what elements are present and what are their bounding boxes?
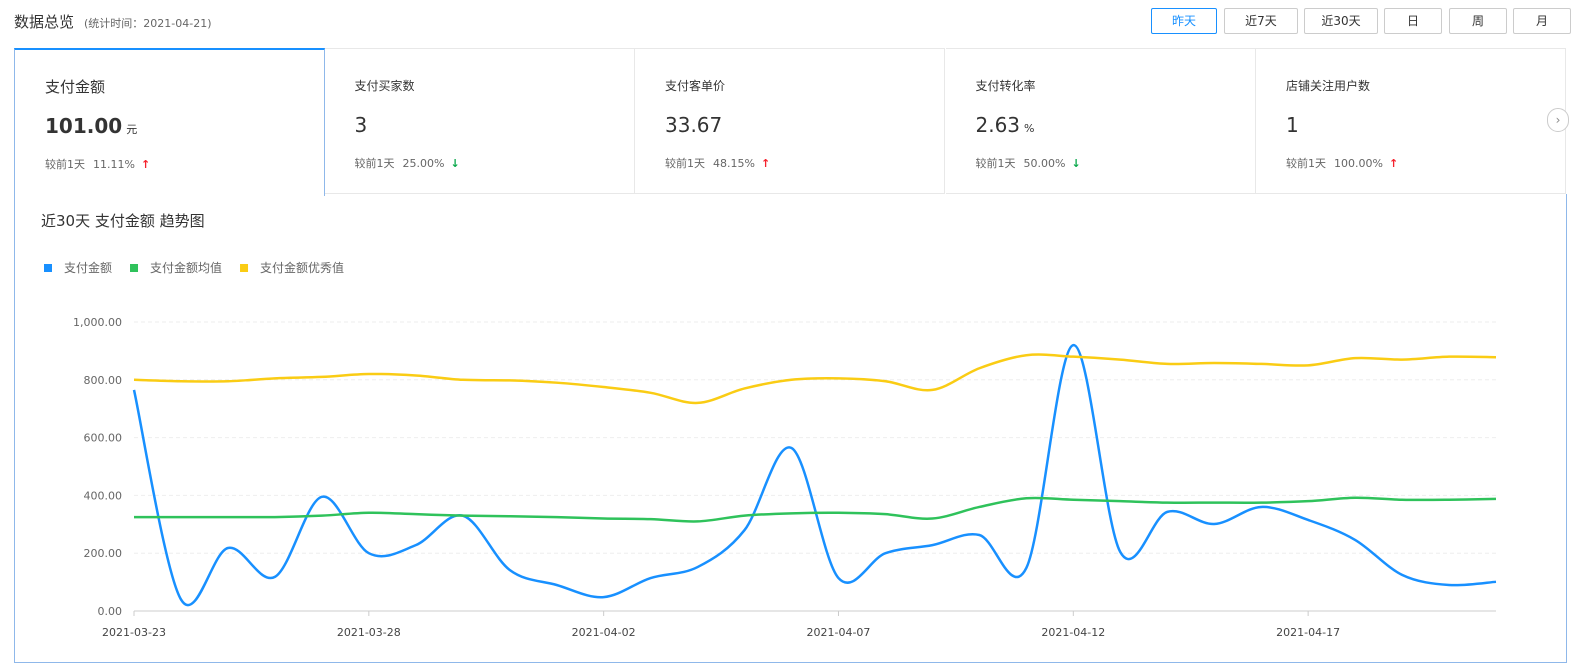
legend-swatch [44, 264, 52, 272]
x-tick-label: 2021-04-07 [807, 626, 871, 639]
metric-value: 2.63% [976, 113, 1035, 137]
legend-swatch [130, 264, 139, 272]
legend-swatch [240, 264, 249, 272]
next-button[interactable]: › [1547, 108, 1569, 132]
metric-compare: 较前1天 25.00% ↓ [355, 155, 460, 171]
metric-compare: 较前1天 50.00% ↓ [976, 155, 1081, 171]
x-tick-label: 2021-04-17 [1276, 626, 1340, 639]
legend-label: 支付金额均值 [150, 260, 222, 275]
metric-label: 支付转化率 [975, 79, 1036, 93]
x-tick-label: 2021-04-12 [1041, 626, 1105, 639]
trend-arrow: ↓ [1071, 157, 1081, 170]
x-tick-label: 2021-03-23 [102, 626, 166, 639]
page-title: 数据总览 [14, 13, 75, 31]
y-tick-label: 400.00 [84, 489, 123, 502]
metric-unit: % [1024, 122, 1035, 135]
metric-card[interactable]: 支付买家数 3 较前1天 25.00% ↓ [324, 48, 635, 194]
x-tick-label: 2021-04-02 [572, 626, 636, 639]
series-line [133, 353, 1497, 405]
chart-panel [14, 194, 1567, 663]
metric-label: 店铺关注用户数 [1286, 79, 1371, 93]
metric-label: 支付买家数 [354, 79, 415, 93]
chart-title: 近30天 支付金额 趋势图 [41, 212, 205, 230]
metric-card[interactable]: 支付客单价 33.67 较前1天 48.15% ↑ [635, 48, 945, 194]
series-line [132, 343, 1497, 607]
y-tick-label: 1,000.00 [73, 316, 122, 329]
metric-value: 33.67 [665, 113, 722, 137]
compare-change: 11.11% [93, 158, 135, 171]
compare-label: 较前1天 [975, 157, 1016, 170]
x-tick-label: 2021-03-28 [337, 626, 401, 639]
metric-compare: 较前1天 11.11% ↑ [45, 156, 150, 172]
metric-compare: 较前1天 100.00% ↑ [1286, 155, 1398, 171]
compare-label: 较前1天 [354, 157, 395, 170]
metric-compare: 较前1天 48.15% ↑ [665, 155, 770, 171]
y-tick-label: 0.00 [98, 605, 123, 618]
y-tick-label: 800.00 [84, 374, 123, 387]
period-button[interactable]: 近30天 [1304, 8, 1378, 34]
trend-arrow: ↓ [450, 157, 460, 170]
metric-number: 1 [1286, 113, 1299, 137]
period-button[interactable]: 日 [1384, 8, 1442, 34]
metric-card[interactable]: 店铺关注用户数 1 较前1天 100.00% ↑ [1256, 48, 1566, 194]
metric-number: 33.67 [665, 113, 723, 137]
metric-number: 101.00 [45, 114, 123, 138]
series-line [134, 496, 1497, 523]
metric-value: 1 [1286, 113, 1299, 137]
period-button[interactable]: 昨天 [1151, 8, 1217, 34]
compare-label: 较前1天 [665, 157, 705, 170]
metric-label: 支付客单价 [665, 79, 726, 93]
legend-label: 支付金额 [64, 260, 112, 275]
metric-number: 3 [354, 113, 368, 137]
period-button[interactable]: 周 [1449, 8, 1507, 34]
period-button[interactable]: 近7天 [1224, 8, 1298, 34]
trend-arrow: ↑ [1388, 157, 1399, 170]
metric-card[interactable]: 支付转化率 2.63% 较前1天 50.00% ↓ [945, 48, 1256, 194]
compare-change: 25.00% [402, 157, 445, 170]
compare-label: 较前1天 [1286, 157, 1326, 170]
compare-change: 48.15% [713, 157, 755, 170]
compare-change: 50.00% [1023, 157, 1066, 170]
trend-arrow: ↑ [140, 158, 151, 171]
period-button[interactable]: 月 [1513, 8, 1571, 34]
metric-label: 支付金额 [45, 78, 106, 96]
metric-value: 3 [355, 113, 368, 137]
metric-card[interactable]: 支付金额 101.00 元较前1天 11.11% ↑ [14, 48, 325, 196]
metric-number: 2.63 [975, 113, 1021, 137]
trend-arrow: ↑ [760, 157, 771, 170]
legend-label: 支付金额优秀值 [260, 260, 344, 275]
metric-value: 101.00 元 [45, 114, 137, 138]
page-subtitle: (统计时间：2021-04-21) [84, 17, 212, 30]
y-tick-label: 600.00 [84, 432, 123, 445]
metric-unit: 元 [126, 123, 138, 136]
y-tick-label: 200.00 [84, 547, 123, 560]
compare-change: 100.00% [1334, 157, 1383, 170]
compare-label: 较前1天 [45, 158, 85, 171]
